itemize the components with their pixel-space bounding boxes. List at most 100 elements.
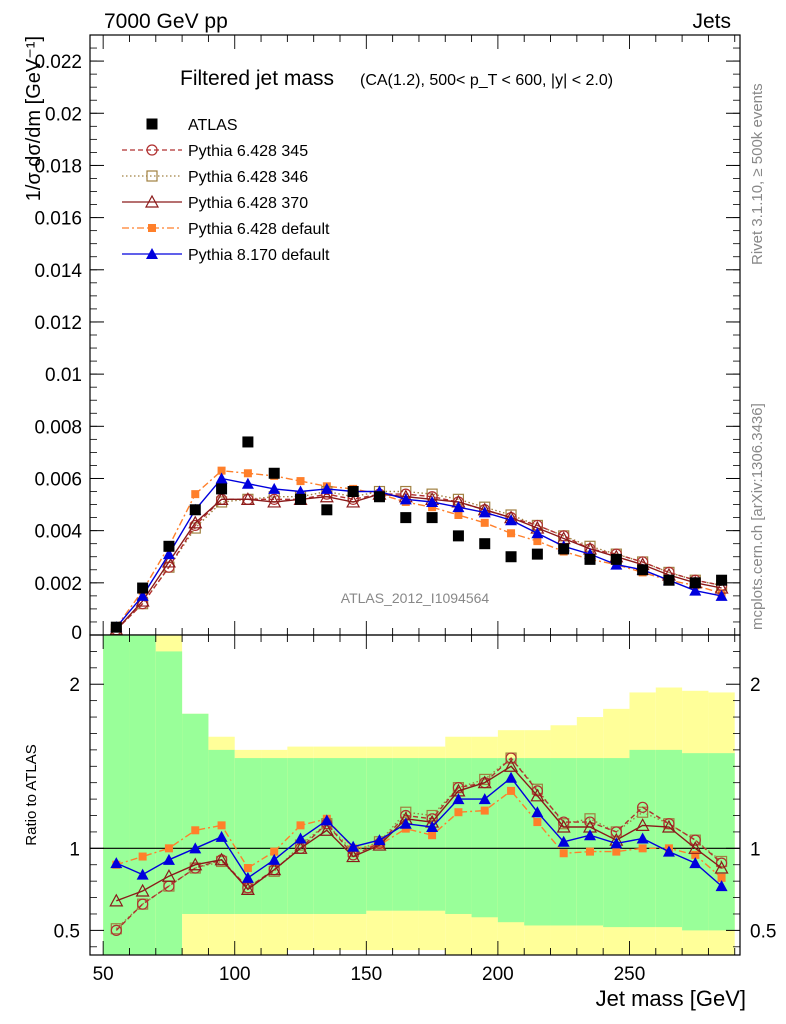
ytick-label: 0.002 [34,574,82,595]
legend-marker-p6_345 [146,144,158,156]
ratio-point-p6_default [217,821,226,830]
ratio-point-p8_default [215,830,228,842]
ratio-point-p6_345 [452,782,465,794]
ytick-label: 0.022 [34,52,82,73]
ratio-point-p6_default [164,844,173,853]
ratio-point-p8_default [268,853,281,865]
ratio-bands [90,635,740,955]
uncertainty-band-inner [182,713,209,914]
data-point-p6_370 [214,492,229,505]
data-point-atlas [321,504,333,516]
data-point-p6_default [480,518,489,527]
ratio-point-p8_default [662,845,675,857]
data-point-atlas [426,512,438,524]
legend-label-p6_346: Pythia 6.428 346 [188,169,308,186]
xtick-label: 50 [93,964,114,985]
data-point-p8_default [689,584,702,596]
legend-label-p6_default: Pythia 6.428 default [188,221,330,238]
ytick-label-zero: 0 [71,623,82,644]
legend: ATLAS Pythia 6.428 345 Pythia 6.428 346 Pyt… [122,117,330,264]
ratio-point-p6_370 [135,883,150,897]
data-point-p6_default [428,503,437,512]
category-label: Jets [692,10,731,33]
ratio-frame [89,634,741,956]
ratio-point-p8_default [557,835,570,847]
ratio-point-p6_370 [161,868,176,882]
ratio-point-p6_default [612,847,621,856]
ratio-point-p6_default [296,821,305,830]
main-title: Filtered jet mass [180,67,334,90]
data-point-atlas [110,621,122,633]
data-point-p6_345 [268,493,280,505]
ytick-label: 0.006 [34,469,82,490]
uncertainty-band-inner [234,758,262,914]
energy-label: 7000 GeV pp [104,10,228,33]
uncertainty-band-inner [524,758,551,926]
data-point-atlas [610,553,622,565]
ratio-point-p6_345 [715,857,728,869]
legend-label-p8_default: Pythia 8.170 default [188,247,330,264]
ytick-label: 0.014 [34,261,82,282]
main-marks [109,436,729,636]
data-point-p6_370 [161,554,176,568]
ratio-point-p6_default [533,818,542,827]
data-point-atlas [295,493,307,505]
data-point-p8_default [136,589,149,601]
main-ylabel: 1/σ dσ/dm [GeV⁻¹] [23,36,45,201]
ratio-point-p6_370 [504,759,519,772]
data-point-atlas [189,504,201,516]
ratio-point-p8_default [610,837,623,849]
ratio-point-p8_default [689,857,702,869]
ratio-point-p8_default [426,821,439,832]
ratio-point-p6_370 [661,819,676,833]
data-point-p8_default [531,527,544,539]
series-line-p6_345 [115,493,722,631]
mcplots-label: mcplots.cern.ch [arXiv:1306.3436] [749,403,766,630]
ratio-point-p6_default [717,873,726,882]
ratio-point-p6_346 [584,813,596,825]
watermark: ATLAS_2012_I1094564 [341,590,490,606]
ratio-ytick-label-left: 1 [69,839,80,860]
data-point-p8_default [426,495,439,507]
data-point-p6_370 [240,492,255,505]
ratio-line-p6_default [116,789,723,879]
ratio-point-p6_346 [400,806,412,818]
xtick-label: 250 [614,964,646,985]
legend-label-p6_345: Pythia 6.428 345 [188,143,308,160]
data-point-atlas [242,436,254,448]
data-point-atlas [584,553,596,565]
uncertainty-band-inner [445,758,472,914]
uncertainty-band-inner [129,635,156,955]
legend-marker-p6_346 [146,170,158,182]
ratio-point-p6_default [243,864,252,873]
ratio-point-p8_default [478,793,491,805]
ytick-label: 0.012 [34,313,82,334]
xlabel: Jet mass [GeV] [596,986,746,1011]
data-point-p6_default [217,466,226,475]
data-point-atlas [637,564,649,576]
ratio-point-p6_370 [556,819,571,833]
data-point-atlas [137,582,149,594]
ratio-panel: 0.5 0.51 12 250 100 150 200 250 Ratio to ATLAS … [23,634,776,1011]
ratio-point-p6_370 [188,857,203,871]
ratio-ytick-label-left: 0.5 [54,921,80,942]
ytick-label: 0.004 [34,522,82,543]
xtick-label: 200 [482,964,514,985]
ratio-point-p6_default [191,826,200,835]
ratio-point-p8_default [347,840,360,852]
ytick-label: 0.01 [45,365,82,386]
ratio-point-p8_default [584,829,596,841]
uncertainty-band-inner [103,635,130,955]
ratio-point-p6_default [507,786,516,795]
data-point-p6_default [507,529,516,538]
ratio-point-p6_370 [109,893,124,907]
ratio-point-p8_default [189,842,202,854]
ratio-marks [109,752,729,936]
data-point-atlas [216,483,228,495]
ratio-point-p6_370 [214,852,229,866]
data-point-p6_default [454,511,463,519]
data-point-atlas [663,574,675,586]
ratio-point-p6_default [138,852,147,861]
uncertainty-band-inner [576,758,604,926]
data-point-p8_default [294,485,307,497]
